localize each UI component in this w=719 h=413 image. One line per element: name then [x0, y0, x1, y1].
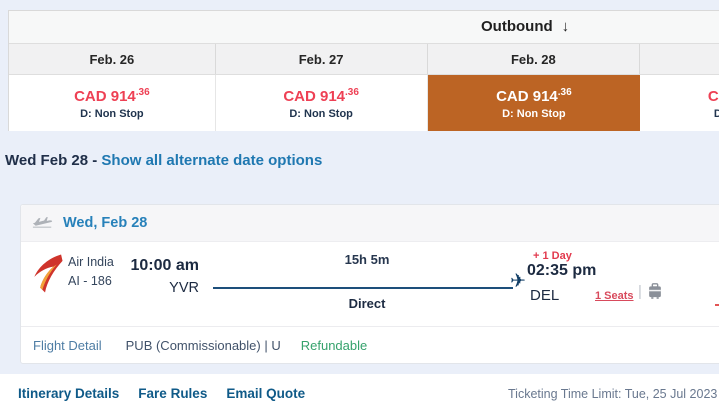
date-header-feb-28: Feb. 28 — [428, 44, 641, 74]
fare-cell-feb-27[interactable]: CAD 914.36 D: Non Stop — [216, 75, 428, 131]
alternate-date-fare-table: Outbound ↓ Feb. 26 Feb. 27 Feb. 28 CAD 91… — [8, 10, 719, 131]
outbound-label: Outbound ↓ — [481, 18, 569, 35]
date-header-row: Feb. 26 Feb. 27 Feb. 28 — [9, 44, 719, 75]
fare-basis-label: PUB (Commissionable) | U — [125, 337, 281, 353]
flight-card-date: Wed, Feb 28 — [63, 215, 148, 231]
flight-detail-link[interactable]: Flight Detail — [33, 337, 102, 353]
arrival-time: 02:35 pm — [527, 262, 597, 279]
bottom-action-bar: Itinerary Details Fare Rules Email Quote… — [0, 374, 719, 413]
fare-stops: D: Non Stop — [713, 107, 719, 120]
seats-left-link[interactable]: 1 Seats — [595, 290, 634, 302]
separator-bar: | — [638, 283, 642, 300]
selected-date-label: Wed Feb 28 - — [5, 152, 102, 169]
fare-stops: D: Non Stop — [502, 107, 566, 120]
flight-card-header: Wed, Feb 28 — [21, 205, 719, 242]
outbound-header-row: Outbound ↓ — [9, 11, 719, 44]
fare-stops: D: Non Stop — [289, 107, 353, 120]
departure-airport: YVR — [169, 280, 199, 296]
fare-price: CAD 914.36 — [74, 86, 150, 105]
alternate-dates-row: Wed Feb 28 - Show all alternate date opt… — [5, 152, 322, 169]
arrival-day-offset: + 1 Day — [533, 250, 572, 262]
stop-type-label: Direct — [348, 296, 386, 311]
date-header-feb-26: Feb. 26 — [9, 44, 216, 74]
email-quote-link[interactable]: Email Quote — [226, 386, 306, 401]
refundable-badge: Refundable — [300, 337, 368, 353]
baggage-icon[interactable] — [648, 283, 662, 304]
air-india-logo — [29, 251, 64, 300]
flight-duration: 15h 5m — [344, 252, 390, 267]
flight-number: AI - 186 — [68, 274, 112, 288]
plane-takeoff-icon — [32, 213, 54, 234]
ticketing-time-limit: Ticketing Time Limit: Tue, 25 Jul 2023 2… — [508, 387, 719, 401]
fare-cell-feb-26[interactable]: CAD 914.36 D: Non Stop — [9, 75, 216, 131]
show-alternate-dates-link[interactable]: Show all alternate date options — [101, 152, 323, 169]
fare-stops: D: Non Stop — [80, 107, 144, 120]
bottom-links: Itinerary Details Fare Rules Email Quote — [18, 386, 305, 401]
flight-card: Wed, Feb 28 Air India AI - 186 10:00 am … — [20, 204, 719, 364]
fare-rules-link[interactable]: Fare Rules — [138, 386, 208, 401]
departure-time: 10:00 am — [130, 257, 200, 274]
fare-cell-next[interactable]: CAD 914.36 D: Non Stop — [640, 75, 719, 131]
date-header-feb-27: Feb. 27 — [216, 44, 428, 74]
departure-block: 10:00 am YVR — [117, 257, 200, 296]
flight-path-line — [213, 287, 513, 289]
fare-cell-feb-28-selected[interactable]: CAD 914.36 D: Non Stop — [427, 75, 641, 131]
airline-name: Air India — [68, 255, 114, 269]
outbound-text: Outbound — [481, 18, 553, 35]
itinerary-details-link[interactable]: Itinerary Details — [18, 386, 120, 401]
fare-row: CAD 914.36 D: Non Stop CAD 914.36 D: Non… — [9, 75, 719, 131]
fare-price: CAD 914.36 — [496, 86, 572, 105]
fare-price: CAD 914.36 — [283, 86, 359, 105]
clipped-red-dash — [715, 304, 719, 306]
arrival-airport: DEL — [530, 287, 560, 304]
flight-card-footer: Flight Detail PUB (Commissionable) | U R… — [21, 326, 719, 363]
date-header-next — [640, 44, 719, 74]
plane-icon: ✈ — [510, 271, 526, 292]
sort-down-arrow-icon[interactable]: ↓ — [561, 18, 570, 35]
fare-price: CAD 914.36 — [707, 87, 719, 105]
